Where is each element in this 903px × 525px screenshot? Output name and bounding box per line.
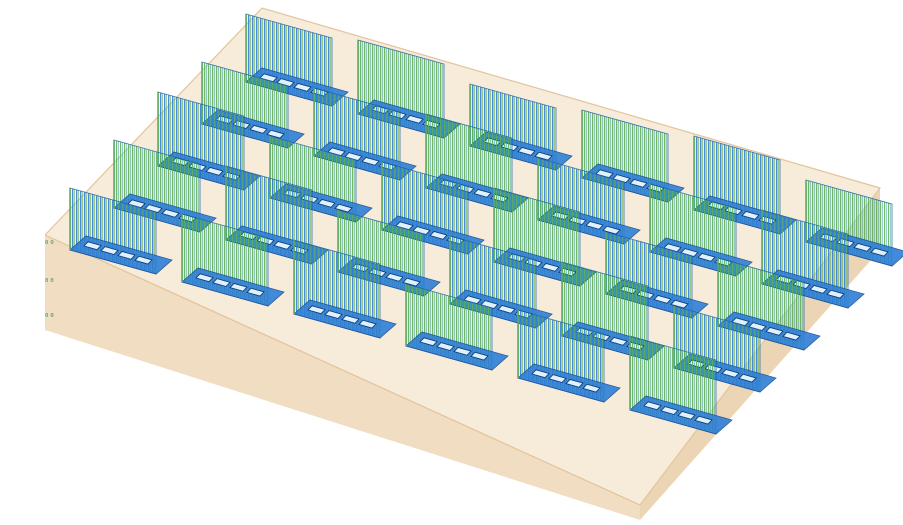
slot-cell bbox=[358, 319, 377, 329]
slot-cell bbox=[195, 273, 214, 283]
slot-cell bbox=[582, 383, 601, 393]
slot-cell bbox=[117, 250, 136, 260]
slot-cell bbox=[361, 156, 380, 166]
slot-cell bbox=[548, 374, 567, 384]
slot-cell bbox=[565, 378, 584, 388]
slot-cell bbox=[765, 326, 784, 336]
slot-cell bbox=[161, 208, 180, 218]
slot-cell bbox=[809, 284, 828, 294]
slot-cell bbox=[402, 277, 421, 287]
slot-cell bbox=[83, 241, 102, 251]
slot-cell bbox=[517, 146, 536, 156]
slot-cell bbox=[212, 278, 231, 288]
slot-cell bbox=[697, 252, 716, 262]
slot-cell bbox=[670, 299, 689, 309]
slot-cell bbox=[473, 188, 492, 198]
slot-cell bbox=[100, 246, 119, 256]
slot-cell bbox=[541, 262, 560, 272]
blade-module bbox=[69, 187, 173, 275]
slot-cell bbox=[246, 287, 265, 297]
slot-cell bbox=[334, 203, 353, 213]
enclosure-edge bbox=[44, 7, 882, 506]
slot-cell bbox=[307, 305, 326, 315]
slot-cell bbox=[453, 346, 472, 356]
slot-cell bbox=[609, 336, 628, 346]
slot-cell bbox=[317, 198, 336, 208]
slot-cell bbox=[385, 272, 404, 282]
slot-cell bbox=[205, 166, 224, 176]
slot-cell bbox=[436, 342, 455, 352]
slot-cell bbox=[870, 247, 889, 257]
slot-cell bbox=[741, 210, 760, 220]
slot-cell bbox=[677, 410, 696, 420]
side-label-1: ⁰⁰ bbox=[44, 240, 55, 250]
slot-cell bbox=[534, 151, 553, 161]
blade-module bbox=[405, 283, 509, 371]
slot-cell bbox=[429, 230, 448, 240]
slot-cell bbox=[531, 369, 550, 379]
slot-cell bbox=[293, 82, 312, 92]
slot-cell bbox=[266, 129, 285, 139]
slot-cell bbox=[721, 368, 740, 378]
slot-cell bbox=[249, 124, 268, 134]
slot-cell bbox=[134, 255, 153, 265]
side-label-2: ⁰⁰ bbox=[44, 278, 55, 288]
slot-cell bbox=[826, 289, 845, 299]
slot-cell bbox=[273, 240, 292, 250]
blade-module bbox=[629, 335, 733, 435]
slot-cell bbox=[694, 415, 713, 425]
slot-cell bbox=[405, 114, 424, 124]
slot-cell bbox=[782, 331, 801, 341]
slot-cell bbox=[738, 373, 757, 383]
side-labels: ⁰⁰ ⁰⁰ ⁰⁰ bbox=[44, 240, 55, 323]
slot-cell bbox=[602, 225, 621, 235]
module-grid bbox=[69, 13, 903, 435]
slot-cell bbox=[470, 351, 489, 361]
blade-module bbox=[293, 239, 397, 339]
blade-module bbox=[517, 309, 621, 403]
slot-cell bbox=[229, 282, 248, 292]
blade-module bbox=[181, 213, 285, 307]
slot-cell bbox=[660, 406, 679, 416]
slot-cell bbox=[324, 310, 343, 320]
slot-cell bbox=[629, 178, 648, 188]
slot-cell bbox=[853, 242, 872, 252]
slot-cell bbox=[341, 314, 360, 324]
slot-cell bbox=[643, 401, 662, 411]
slot-cell bbox=[497, 304, 516, 314]
slot-cell bbox=[419, 337, 438, 347]
slot-cell bbox=[585, 220, 604, 230]
enclosure-front-face bbox=[45, 235, 640, 520]
slot-cell bbox=[653, 294, 672, 304]
side-label-3: ⁰⁰ bbox=[44, 313, 55, 323]
